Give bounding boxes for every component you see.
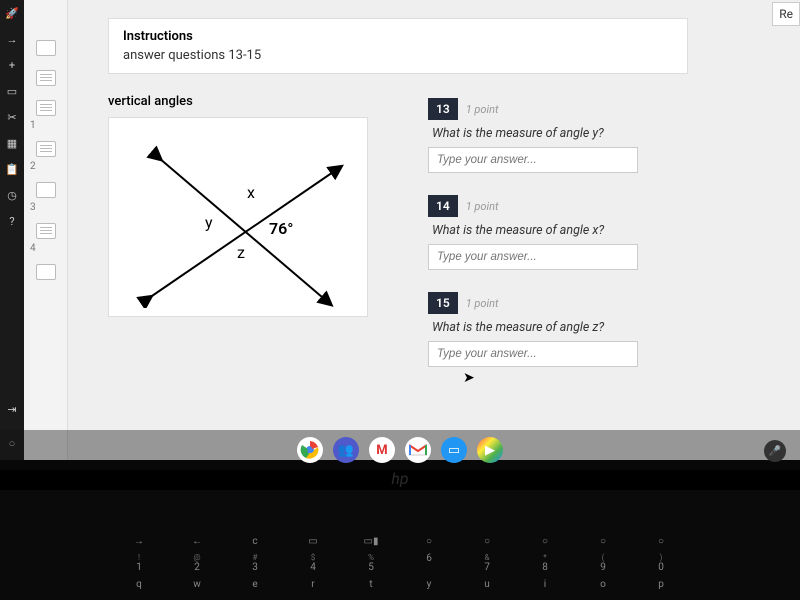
question-number: 13	[428, 98, 458, 120]
keyboard-key: ○	[414, 536, 444, 547]
keyboard-key: )0	[646, 553, 676, 573]
slide-thumb[interactable]	[36, 182, 56, 198]
docs-icon[interactable]: ▭	[441, 437, 467, 463]
keyboard-key: ←	[182, 536, 212, 547]
gmail-icon[interactable]	[405, 437, 431, 463]
label-y: y	[205, 213, 213, 232]
main-content: Re Instructions answer questions 13-15 v…	[68, 0, 800, 460]
question-number: 14	[428, 195, 458, 217]
arrow-icon[interactable]: →	[5, 32, 19, 46]
hp-logo: hp	[391, 469, 408, 488]
keyboard-key: q	[124, 579, 154, 590]
answer-input[interactable]	[428, 147, 638, 173]
keyboard-key: →	[124, 536, 154, 547]
keyboard-key: e	[240, 579, 270, 590]
keyboard-key: @2	[182, 553, 212, 573]
slide-number: 4	[24, 243, 36, 254]
keyboard-key: ○	[472, 536, 502, 547]
question-text: What is the measure of angle y?	[432, 126, 780, 141]
mic-icon[interactable]: 🎤	[764, 440, 786, 462]
question-points: 1 point	[466, 103, 499, 116]
clipboard-icon[interactable]: 📋	[5, 162, 19, 176]
label-angle: 76°	[269, 219, 293, 238]
slide-thumb[interactable]	[36, 100, 56, 116]
cursor-icon: ➤	[463, 370, 475, 386]
figure-title: vertical angles	[108, 94, 408, 109]
expand-icon[interactable]: ⇥	[5, 402, 19, 416]
slide-thumb[interactable]	[36, 40, 56, 56]
slide-number: 3	[24, 202, 36, 213]
keyboard-key: ▭▮	[356, 536, 386, 547]
keyboard: → ← c ▭ ▭▮ ○ ○ ○ ○ ○ !1 @2 #3 $4 %5 6&7 *8 (9 )0 q w e r t y u i…	[0, 490, 800, 600]
question-block: 14 1 point What is the measure of angle …	[428, 195, 780, 270]
grid-icon[interactable]: ▦	[5, 136, 19, 150]
app-rail: 🚀 → + ▭ ✂ ▦ 📋 ◷ ? ⇥ ○	[0, 0, 24, 460]
slide-number: 1	[24, 120, 36, 131]
slide-thumb[interactable]	[36, 223, 56, 239]
label-x: x	[247, 183, 255, 202]
keyboard-key: p	[646, 579, 676, 590]
keyboard-key: 6	[414, 553, 444, 573]
label-z: z	[237, 243, 245, 262]
keyboard-key: u	[472, 579, 502, 590]
keyboard-key: c	[240, 536, 270, 547]
chrome-icon[interactable]	[297, 437, 323, 463]
angles-svg: x y 76° z	[119, 128, 359, 308]
keyboard-key: ▭	[298, 536, 328, 547]
top-right-button[interactable]: Re	[772, 2, 800, 26]
keyboard-key: #3	[240, 553, 270, 573]
keyboard-key: ○	[530, 536, 560, 547]
question-number: 15	[428, 292, 458, 314]
page-icon[interactable]: ▭	[5, 84, 19, 98]
question-text: What is the measure of angle x?	[432, 223, 780, 238]
keyboard-key: %5	[356, 553, 386, 573]
instructions-header: Instructions	[123, 29, 673, 44]
mail-icon[interactable]: M	[369, 437, 395, 463]
slide-thumb[interactable]	[36, 70, 56, 86]
rocket-icon[interactable]: 🚀	[5, 6, 19, 20]
question-points: 1 point	[466, 200, 499, 213]
scissors-icon[interactable]: ✂	[5, 110, 19, 124]
keyboard-key: y	[414, 579, 444, 590]
teams-icon[interactable]: 👥	[333, 437, 359, 463]
keyboard-key: (9	[588, 553, 618, 573]
keyboard-key: t	[356, 579, 386, 590]
question-text: What is the measure of angle z?	[432, 320, 780, 335]
plus-icon[interactable]: +	[5, 58, 19, 72]
taskbar: 👥 M ▭ ▶	[0, 430, 800, 470]
keyboard-key: &7	[472, 553, 502, 573]
keyboard-key: ○	[588, 536, 618, 547]
screen: 🚀 → + ▭ ✂ ▦ 📋 ◷ ? ⇥ ○ 1 2 3 4 Re Instruc…	[0, 0, 800, 460]
keyboard-key: w	[182, 579, 212, 590]
slide-thumb[interactable]	[36, 264, 56, 280]
keyboard-key: r	[298, 579, 328, 590]
clock-icon[interactable]: ◷	[5, 188, 19, 202]
keyboard-key: i	[530, 579, 560, 590]
slide-number: 2	[24, 161, 36, 172]
slide-rail: 1 2 3 4	[24, 0, 68, 460]
keyboard-key: *8	[530, 553, 560, 573]
question-block: 13 1 point What is the measure of angle …	[428, 98, 780, 173]
instructions-text: answer questions 13-15	[123, 48, 673, 63]
play-icon[interactable]: ▶	[477, 437, 503, 463]
keyboard-key: $4	[298, 553, 328, 573]
keyboard-key: !1	[124, 553, 154, 573]
instructions-box: Instructions answer questions 13-15	[108, 18, 688, 74]
answer-input[interactable]	[428, 341, 638, 367]
keyboard-key: ○	[646, 536, 676, 547]
answer-input[interactable]	[428, 244, 638, 270]
questions-column: 13 1 point What is the measure of angle …	[428, 94, 780, 389]
vertical-angles-figure: x y 76° z	[108, 117, 368, 317]
question-block: 15 1 point What is the measure of angle …	[428, 292, 780, 367]
help-icon[interactable]: ?	[5, 214, 19, 228]
question-points: 1 point	[466, 297, 499, 310]
keyboard-key: o	[588, 579, 618, 590]
slide-thumb[interactable]	[36, 141, 56, 157]
